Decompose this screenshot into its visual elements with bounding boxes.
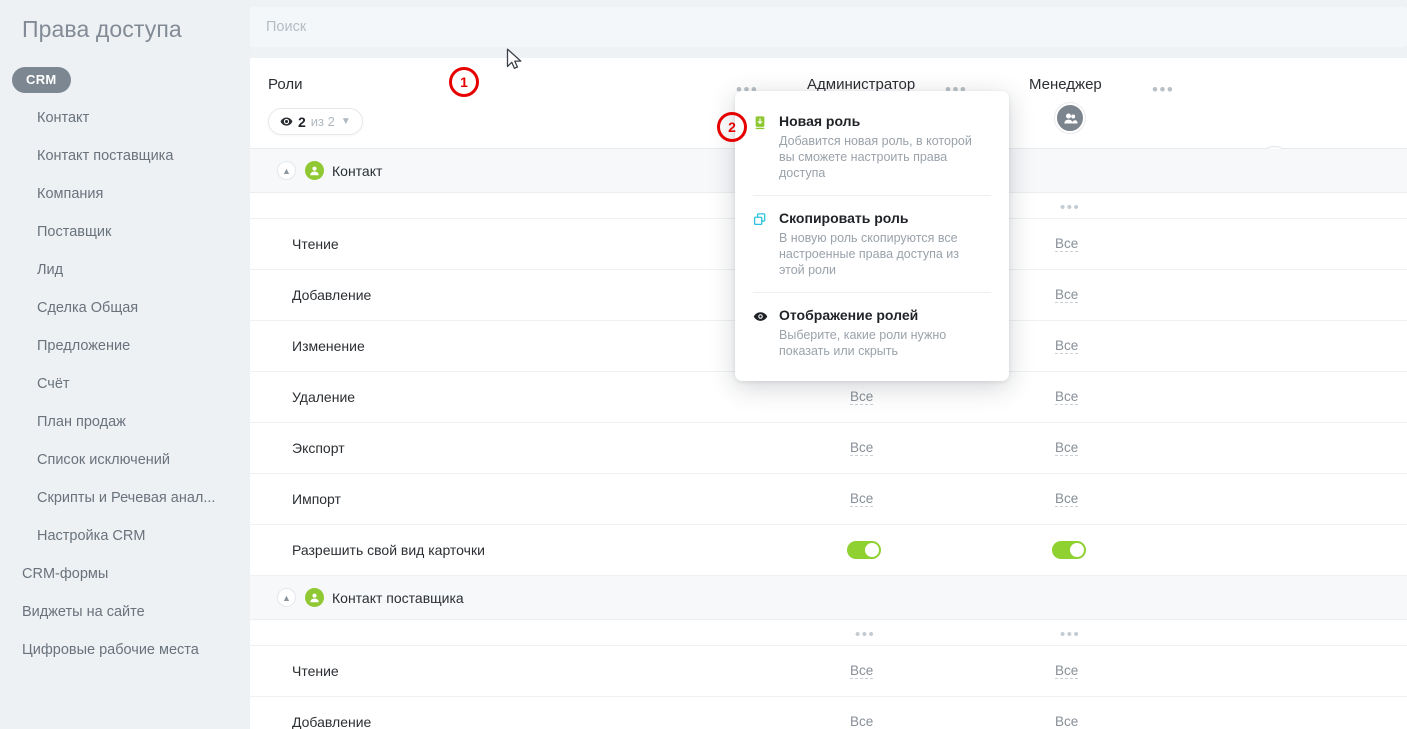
contact-entity-icon (305, 161, 324, 180)
sidebar-item-postavshchik[interactable]: Поставщик (37, 224, 112, 240)
sidebar-item-spisok-isklyucheniy[interactable]: Список исключений (37, 452, 170, 468)
row-label: Добавление (292, 714, 372, 729)
sidebar-item-sdelka-obshchaya[interactable]: Сделка Общая (37, 300, 139, 316)
sidebar-item-tsifrovye-mesta[interactable]: Цифровые рабочие места (22, 642, 199, 658)
table-row: Чтение Все Все (250, 646, 1407, 697)
chevron-up-icon[interactable]: ▲ (277, 161, 296, 180)
menu-divider (753, 292, 991, 293)
cell-menu-dots[interactable]: ••• (855, 626, 876, 643)
role-context-menu: Новая роль Добавится новая роль, в котор… (735, 91, 1009, 381)
sidebar: Права доступа CRM Контакт Контакт постав… (0, 0, 250, 729)
cell-value-administrator[interactable]: Все (850, 440, 874, 456)
annotation-badge-2: 2 (717, 112, 747, 142)
mouse-cursor (506, 48, 523, 76)
sidebar-item-skripty[interactable]: Скрипты и Речевая анал... (37, 490, 216, 506)
sidebar-item-lid[interactable]: Лид (37, 262, 64, 278)
menu-item-title: Отображение ролей (779, 307, 919, 323)
row-label: Изменение (292, 338, 365, 354)
sidebar-nav: Контакт Контакт поставщика Компания Пост… (0, 99, 250, 669)
cell-value-administrator[interactable]: Все (850, 663, 874, 679)
cell-value-administrator[interactable]: Все (850, 389, 874, 405)
annotation-badge-1: 1 (449, 67, 479, 97)
column-title-administrator: Администратор (807, 76, 916, 93)
cell-value-administrator[interactable]: Все (850, 714, 874, 729)
row-label: Экспорт (292, 440, 345, 456)
cell-menu-dots[interactable]: ••• (1060, 626, 1081, 643)
menu-item-description: В новую роль скопируются все настроенные… (779, 231, 960, 277)
column-title-manager: Менеджер (1029, 76, 1102, 93)
sidebar-item-kontakt-postavshchika[interactable]: Контакт поставщика (37, 148, 174, 164)
cell-value-manager[interactable]: Все (1055, 236, 1079, 252)
eye-icon (280, 115, 293, 128)
cell-value-administrator[interactable]: Все (850, 491, 874, 507)
search-bar[interactable]: Поиск (250, 7, 1407, 47)
chevron-up-icon[interactable]: ▲ (277, 588, 296, 607)
sidebar-item-kontakt[interactable]: Контакт (37, 110, 90, 126)
group-header-kontakt-postavshchika[interactable]: ▲ Контакт поставщика (250, 576, 1407, 620)
cell-value-manager[interactable]: Все (1055, 287, 1079, 303)
eye-icon (753, 307, 769, 359)
row-label: Чтение (292, 236, 339, 252)
table-row: Экспорт Все Все (250, 423, 1407, 474)
group-label: Контакт поставщика (332, 589, 464, 606)
column-header-manager: Менеджер ••• (966, 58, 1173, 149)
main-content: Поиск Роли ••• (250, 0, 1407, 729)
menu-item-description: Выберите, какие роли нужно показать или … (779, 328, 947, 358)
cell-value-manager[interactable]: Все (1055, 338, 1079, 354)
sidebar-item-plan-prodazh[interactable]: План продаж (37, 414, 126, 430)
menu-item-title: Скопировать роль (779, 210, 909, 226)
sidebar-item-schet[interactable]: Счёт (37, 376, 70, 392)
cell-value-manager[interactable]: Все (1055, 663, 1079, 679)
menu-item-role-visibility[interactable]: Отображение ролей Выберите, какие роли н… (735, 297, 1009, 369)
group-label: Контакт (332, 162, 383, 179)
column-menu-dots-manager[interactable]: ••• (1152, 80, 1175, 99)
row-label: Разрешить свой вид карточки (292, 542, 485, 558)
table-row: Импорт Все Все (250, 474, 1407, 525)
role-visibility-chip[interactable]: 2 из 2 ▼ (268, 108, 363, 135)
visible-roles-total: из 2 (310, 114, 335, 129)
sidebar-item-predlozhenie[interactable]: Предложение (37, 338, 131, 354)
row-label: Удаление (292, 389, 356, 405)
cell-value-manager[interactable]: Все (1055, 389, 1079, 405)
cell-menu-dots[interactable]: ••• (1060, 199, 1081, 216)
cell-value-manager[interactable]: Все (1055, 440, 1079, 456)
search-input[interactable]: Поиск (266, 19, 307, 35)
cell-value-manager[interactable]: Все (1055, 714, 1079, 729)
menu-item-copy-role[interactable]: Скопировать роль В новую роль скопируютс… (735, 200, 1009, 288)
toggle-manager-own-card-view[interactable] (1052, 541, 1086, 559)
menu-divider (753, 195, 991, 196)
row-label: Добавление (292, 287, 372, 303)
table-row: Добавление Все Все (250, 697, 1407, 729)
visible-roles-count: 2 (298, 113, 306, 130)
sidebar-item-nastroyka-crm[interactable]: Настройка CRM (37, 528, 146, 544)
table-row: Разрешить свой вид карточки (250, 525, 1407, 576)
copy-role-icon (753, 210, 769, 278)
menu-item-description: Добавится новая роль, в которой вы сможе… (779, 134, 972, 180)
toggle-administrator-own-card-view[interactable] (847, 541, 881, 559)
group-dots-row-2: ••• ••• (250, 620, 1407, 646)
sidebar-item-kompaniya[interactable]: Компания (37, 186, 104, 202)
contact-entity-icon (305, 588, 324, 607)
chevron-down-icon: ▼ (340, 116, 351, 127)
row-label: Чтение (292, 663, 339, 679)
row-label: Импорт (292, 491, 341, 507)
sidebar-item-crm-formy[interactable]: CRM-формы (22, 566, 109, 582)
cell-value-manager[interactable]: Все (1055, 491, 1079, 507)
sidebar-section-chip-crm[interactable]: CRM (12, 67, 71, 93)
avatar-manager[interactable] (1055, 103, 1085, 133)
column-header-roles: Роли ••• 2 из 2 ▼ (250, 58, 763, 184)
page-title: Права доступа (22, 16, 182, 42)
menu-item-title: Новая роль (779, 113, 861, 129)
sidebar-item-vidzhety[interactable]: Виджеты на сайте (22, 604, 145, 620)
menu-item-new-role[interactable]: Новая роль Добавится новая роль, в котор… (735, 103, 1009, 191)
column-title-roles: Роли (268, 76, 303, 93)
new-role-icon (753, 113, 769, 181)
